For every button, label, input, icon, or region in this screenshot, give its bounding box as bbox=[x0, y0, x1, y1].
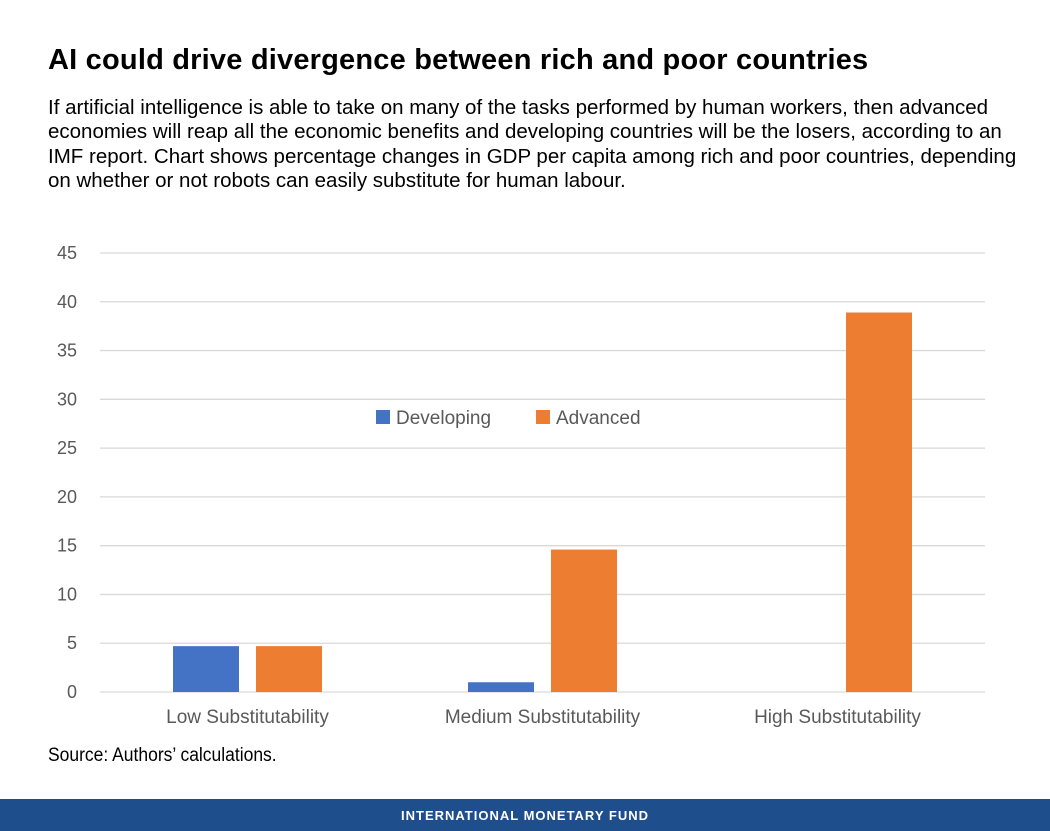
chart-subtitle: If artificial intelligence is able to ta… bbox=[48, 96, 1017, 192]
y-tick-label: 15 bbox=[57, 536, 77, 556]
legend-swatch-advanced bbox=[536, 410, 550, 424]
legend-swatch-developing bbox=[376, 410, 390, 424]
x-category-label: Medium Substitutability bbox=[445, 707, 641, 728]
bar-advanced-2 bbox=[846, 312, 912, 692]
y-tick-label: 20 bbox=[57, 487, 77, 507]
footer-label: INTERNATIONAL MONETARY FUND bbox=[401, 807, 649, 823]
y-tick-label: 45 bbox=[57, 243, 77, 263]
bar-developing-0 bbox=[173, 646, 239, 692]
legend-label-advanced: Advanced bbox=[556, 408, 641, 429]
chart-title: AI could drive divergence between rich a… bbox=[48, 44, 869, 76]
y-tick-label: 10 bbox=[57, 584, 77, 604]
x-category-label: Low Substitutability bbox=[166, 707, 329, 728]
y-tick-label: 25 bbox=[57, 438, 77, 458]
legend-label-developing: Developing bbox=[396, 408, 491, 429]
x-category-label: High Substitutability bbox=[754, 707, 921, 728]
y-tick-label: 0 bbox=[67, 682, 77, 702]
y-tick-label: 40 bbox=[57, 292, 77, 312]
bar-chart: 0 5 10 15 20 25 30 35 40 45 Low Substitutability Me… bbox=[57, 243, 985, 728]
y-tick-label: 35 bbox=[57, 341, 77, 361]
bar-advanced-0 bbox=[256, 646, 322, 692]
bar-advanced-1 bbox=[551, 549, 617, 692]
bar-developing-1 bbox=[468, 682, 534, 692]
source-note: Source: Authors’ calculations. bbox=[48, 745, 277, 766]
y-tick-label: 5 bbox=[67, 633, 77, 653]
y-tick-label: 30 bbox=[57, 389, 77, 409]
footer-bar: INTERNATIONAL MONETARY FUND bbox=[0, 799, 1050, 831]
